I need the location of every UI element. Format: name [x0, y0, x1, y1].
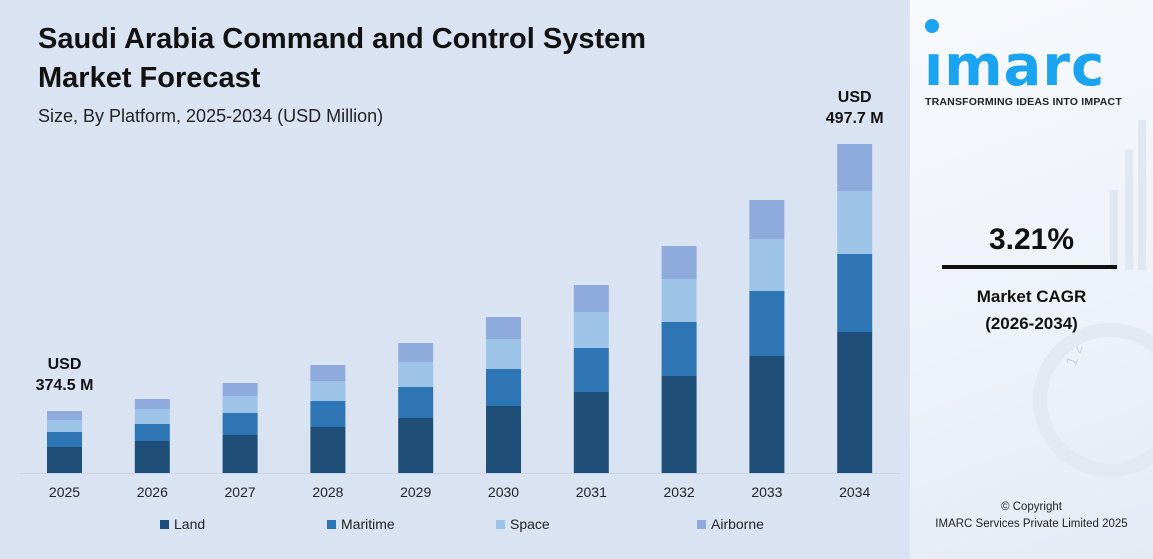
legend: Land Maritime Space Airborne: [0, 516, 910, 536]
bar-segment-maritime-2026: [134, 424, 170, 441]
bar-segment-airborne-2027: [222, 383, 258, 396]
legend-label: Airborne: [711, 516, 764, 532]
bar-segment-airborne-2034: [837, 144, 873, 191]
legend-label: Space: [510, 516, 550, 532]
bar-segment-space-2030: [486, 339, 521, 369]
brand-panel: 1 2 3 ımarc TRANSFORMING IDEAS INTO IMPA…: [910, 0, 1153, 559]
copyright: © Copyright: [1001, 501, 1062, 513]
x-tick-label: 2031: [576, 484, 607, 500]
chart-title: Saudi Arabia Command and Control System …: [38, 20, 838, 98]
bar-segment-space-2033: [749, 239, 785, 291]
bar-segment-space-2029: [398, 362, 434, 387]
legend-swatch: [697, 519, 706, 529]
bar-segment-land-2033: [749, 356, 785, 473]
bar-segment-airborne-2032: [661, 246, 697, 279]
bar-segment-land-2028: [310, 427, 346, 473]
bar-segment-land-2032: [661, 376, 697, 473]
total-value-label: USD: [48, 356, 82, 373]
x-tick-label: 2027: [225, 484, 256, 500]
bar-segment-maritime-2034: [837, 254, 873, 332]
title-line-2: Market Forecast: [38, 62, 261, 94]
x-tick-label: 2029: [400, 484, 431, 500]
legend-swatch: [496, 519, 505, 529]
bar-segment-airborne-2028: [310, 365, 346, 381]
title-line-1: Saudi Arabia Command and Control System: [38, 23, 647, 55]
stacked-bar-chart: 2025 2026 2027 2028 2029 2030 2031 2032 2033 2034…: [20, 89, 900, 500]
x-tick-label: 2030: [488, 484, 519, 500]
x-tick-label: 2032: [664, 484, 695, 500]
bar-segment-land-2029: [398, 418, 434, 473]
x-tick-label: 2026: [137, 484, 168, 500]
bar-segment-airborne-2029: [398, 343, 434, 362]
bar-segment-airborne-2031: [573, 285, 609, 312]
bar-segment-space-2034: [837, 191, 873, 254]
cagr-label: Market CAGR (2026-2034): [910, 283, 1153, 337]
bar-segment-land-2025: [47, 447, 82, 473]
bar-segment-land-2026: [134, 441, 170, 473]
legend-item-maritime: Maritime: [327, 516, 395, 532]
bar-segment-airborne-2030: [486, 317, 521, 339]
legend-label: Land: [174, 516, 206, 532]
bar-segment-maritime-2027: [222, 413, 258, 435]
bar-segment-maritime-2033: [749, 291, 785, 356]
bar-segment-maritime-2031: [573, 348, 609, 392]
bar-segment-space-2032: [661, 279, 697, 322]
chart-subtitle: Size, By Platform, 2025-2034 (USD Millio…: [38, 106, 384, 126]
bar-segment-land-2031: [573, 392, 609, 473]
bar-segment-space-2026: [134, 409, 170, 424]
legend-item-land: Land: [160, 516, 205, 532]
bar-segment-land-2034: [837, 332, 873, 473]
legend-swatch: [327, 519, 336, 529]
cagr-value: 3.21%: [988, 223, 1075, 256]
legend-item-airborne: Airborne: [697, 516, 764, 532]
imarc-logo: ımarc: [924, 34, 1106, 99]
total-value-label: 497.7 M: [826, 110, 884, 127]
x-tick-label: 2033: [751, 484, 782, 500]
legend-swatch: [160, 519, 169, 529]
bar-segment-airborne-2026: [134, 399, 170, 409]
bar-segment-airborne-2033: [749, 200, 785, 239]
x-tick-label: 2034: [839, 484, 870, 500]
x-tick-label: 2028: [312, 484, 343, 500]
cagr-label-line-1: Market CAGR: [976, 287, 1087, 306]
decorative-background-graphic: [1033, 120, 1153, 477]
imarc-logo-dot: [925, 19, 939, 33]
bar-segment-airborne-2025: [47, 411, 82, 420]
cagr-label-line-2: (2026-2034): [985, 314, 1078, 333]
bar-segment-land-2027: [222, 435, 258, 473]
brand-tagline: TRANSFORMING IDEAS INTO IMPACT: [925, 96, 1122, 108]
bar-segment-space-2025: [47, 420, 82, 432]
bar-segment-space-2028: [310, 381, 346, 401]
company-name: IMARC Services Private Limited 2025: [935, 518, 1128, 530]
bar-segment-maritime-2028: [310, 401, 346, 427]
legend-item-space: Space: [496, 516, 550, 532]
total-value-label: 374.5 M: [36, 377, 94, 394]
legend-label: Maritime: [341, 516, 395, 532]
cagr-divider: [942, 265, 1117, 269]
bar-segment-space-2031: [573, 312, 609, 348]
bar-segment-maritime-2025: [47, 432, 82, 447]
x-tick-label: 2025: [49, 484, 80, 500]
bar-segment-space-2027: [222, 396, 258, 413]
chart-panel: Saudi Arabia Command and Control System …: [0, 0, 910, 559]
bar-segment-maritime-2030: [486, 369, 521, 406]
bar-segment-land-2030: [486, 406, 521, 473]
bar-segment-maritime-2032: [661, 322, 697, 376]
bar-segment-maritime-2029: [398, 387, 434, 418]
total-value-label: USD: [838, 89, 872, 106]
